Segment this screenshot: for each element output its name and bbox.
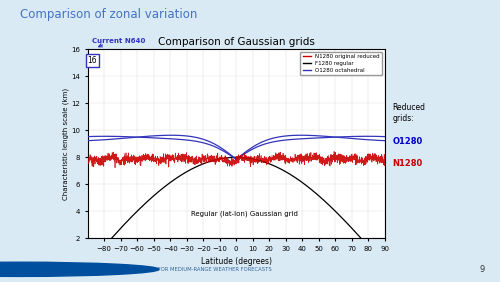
Y-axis label: Characteristic length scale (km): Characteristic length scale (km) (63, 88, 70, 200)
Text: 9: 9 (480, 265, 485, 274)
X-axis label: Latitude (degrees): Latitude (degrees) (201, 257, 272, 266)
Legend: N1280 original reduced, F1280 regular, O1280 octahedral: N1280 original reduced, F1280 regular, O… (300, 52, 382, 75)
Text: 16: 16 (88, 56, 97, 65)
Text: Current N640: Current N640 (92, 38, 146, 44)
Text: Comparison of zonal variation: Comparison of zonal variation (20, 8, 198, 21)
Text: EUROPEAN CENTRE FOR MEDIUM-RANGE WEATHER FORECASTS: EUROPEAN CENTRE FOR MEDIUM-RANGE WEATHER… (105, 267, 272, 272)
Text: N1280: N1280 (392, 159, 423, 168)
Text: C: C (16, 264, 22, 274)
Text: O1280: O1280 (392, 136, 423, 146)
Text: Reduced
grids:: Reduced grids: (392, 103, 426, 123)
Circle shape (0, 262, 159, 276)
Title: Comparison of Gaussian grids: Comparison of Gaussian grids (158, 37, 314, 47)
Text: Regular (lat-lon) Gaussian grid: Regular (lat-lon) Gaussian grid (191, 211, 298, 217)
Text: ECMWF: ECMWF (38, 265, 75, 274)
